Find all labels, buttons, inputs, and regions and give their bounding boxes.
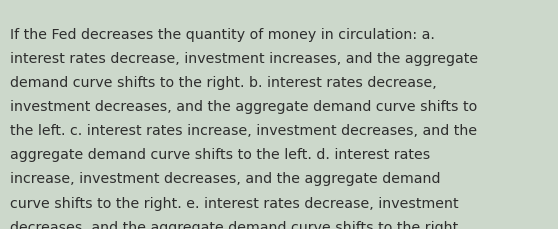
Text: If the Fed decreases the quantity of money in circulation: a.: If the Fed decreases the quantity of mon… bbox=[10, 27, 435, 41]
Text: demand curve shifts to the right. b. interest rates decrease,: demand curve shifts to the right. b. int… bbox=[10, 76, 437, 90]
Text: aggregate demand curve shifts to the left. d. interest rates: aggregate demand curve shifts to the lef… bbox=[10, 148, 430, 162]
Text: investment decreases, and the aggregate demand curve shifts to: investment decreases, and the aggregate … bbox=[10, 100, 477, 114]
Text: increase, investment decreases, and the aggregate demand: increase, investment decreases, and the … bbox=[10, 172, 441, 186]
Text: interest rates decrease, investment increases, and the aggregate: interest rates decrease, investment incr… bbox=[10, 52, 478, 65]
Text: curve shifts to the right. e. interest rates decrease, investment: curve shifts to the right. e. interest r… bbox=[10, 196, 459, 210]
Text: the left. c. interest rates increase, investment decreases, and the: the left. c. interest rates increase, in… bbox=[10, 124, 477, 138]
Text: decreases, and the aggregate demand curve shifts to the right.: decreases, and the aggregate demand curv… bbox=[10, 220, 463, 229]
